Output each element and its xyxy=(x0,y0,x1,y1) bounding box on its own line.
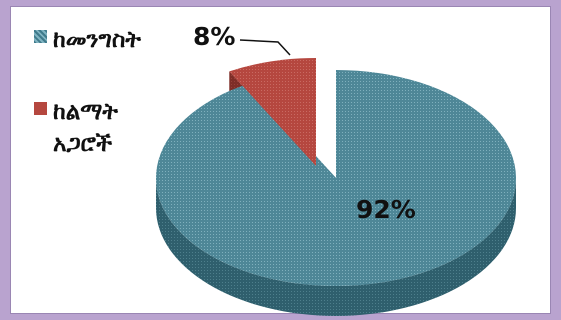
pie-slice-0 xyxy=(155,70,516,286)
legend-item-partners: ከልማት አጋሮች xyxy=(34,96,173,160)
legend-label-partners: ከልማት አጋሮች xyxy=(53,99,118,157)
legend-swatch-partners xyxy=(34,102,47,115)
legend-swatch-government xyxy=(34,30,47,43)
pie-side-0 xyxy=(156,178,516,316)
legend-item-government: ከመንግስት xyxy=(34,24,141,56)
legend-label-government: ከመንግስት xyxy=(53,27,141,53)
data-label-92: 92% xyxy=(356,195,416,224)
pie-slice-1 xyxy=(229,58,316,166)
data-label-8: 8% xyxy=(193,22,235,51)
leader-line-8 xyxy=(239,39,291,56)
